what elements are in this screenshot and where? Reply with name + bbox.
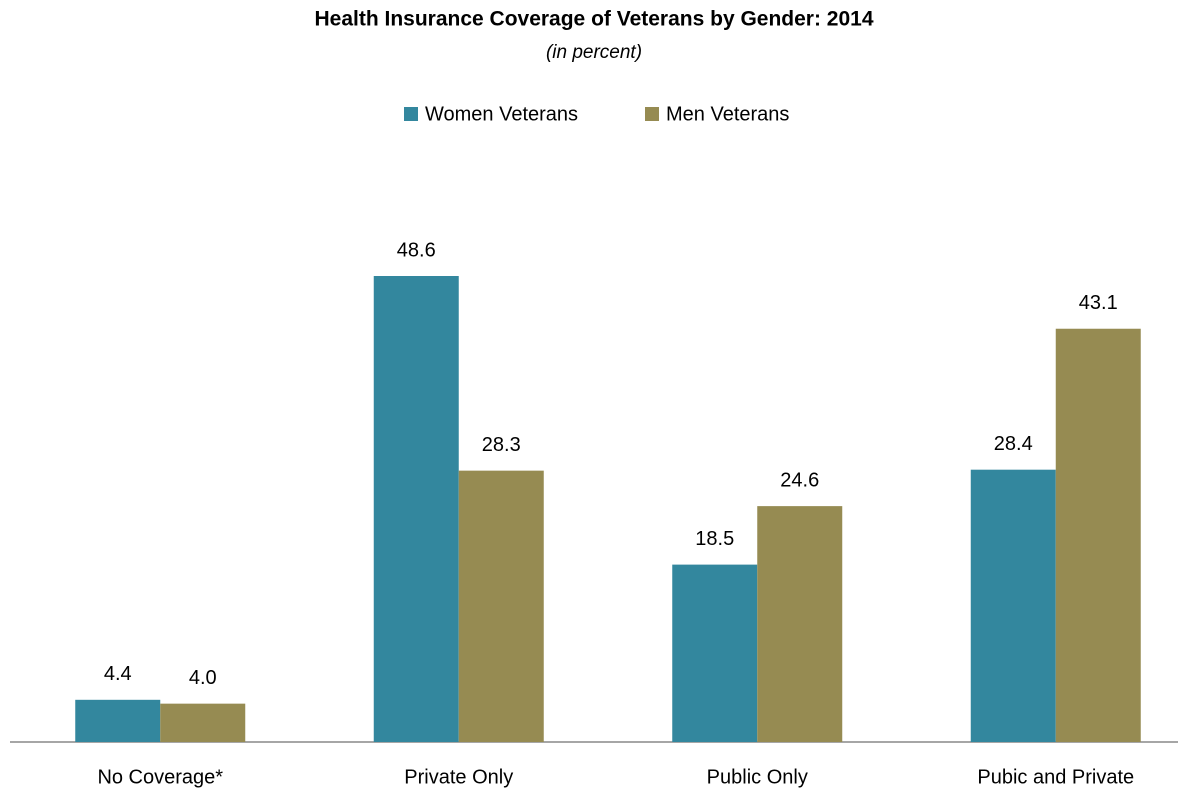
bar [75, 699, 161, 742]
chart-subtitle: (in percent) [546, 42, 642, 63]
bar [757, 506, 843, 742]
data-label: 4.4 [104, 663, 132, 685]
bar [1055, 328, 1141, 742]
data-label: 28.3 [482, 434, 521, 456]
data-label: 43.1 [1079, 292, 1118, 314]
legend-label: Men Veterans [666, 103, 789, 125]
legend-label: Women Veterans [425, 103, 578, 125]
chart-title: Health Insurance Coverage of Veterans by… [314, 8, 873, 31]
x-tick-label: Private Only [404, 766, 513, 788]
data-label: 18.5 [695, 528, 734, 550]
bar [672, 564, 758, 742]
x-tick-label: No Coverage* [97, 766, 223, 788]
data-label: 4.0 [189, 667, 217, 689]
data-label: 28.4 [994, 433, 1033, 455]
bar [458, 470, 544, 742]
data-label: 24.6 [780, 469, 819, 491]
data-label: 48.6 [397, 239, 436, 261]
x-tick-label: Public Only [707, 766, 808, 788]
bar [373, 276, 459, 742]
x-tick-label: Pubic and Private [977, 766, 1134, 788]
legend-swatch [404, 107, 418, 121]
bar [160, 703, 246, 742]
bar [970, 469, 1056, 742]
legend-swatch [645, 107, 659, 121]
